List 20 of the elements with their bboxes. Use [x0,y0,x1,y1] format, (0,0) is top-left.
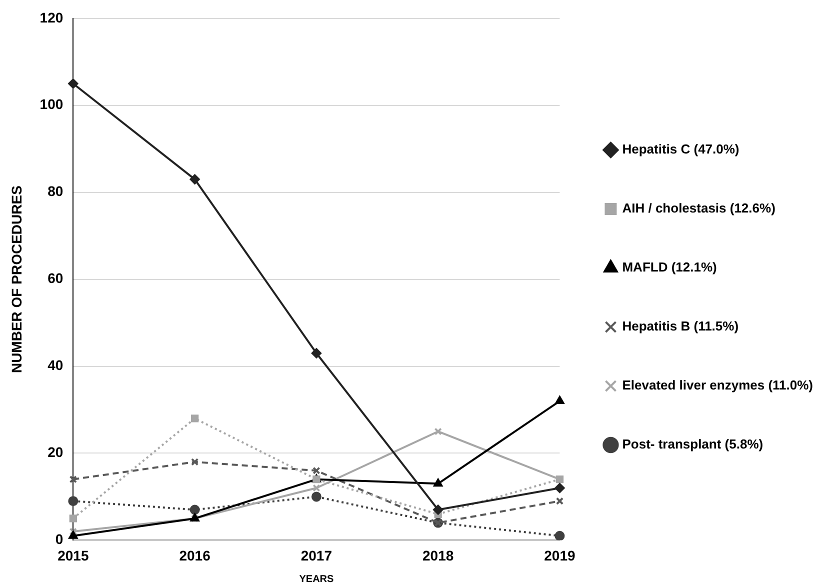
y-tick-label: 120 [40,9,64,26]
y-tick-label: 20 [48,444,64,460]
y-tick-label: 40 [48,357,64,374]
legend-label: Hepatitis B (11.5%) [622,318,739,334]
legend-label: MAFLD (12.1%) [622,260,717,275]
legend-label: AIH / cholestasis (12.6%) [622,200,776,216]
y-tick-label: 100 [40,96,64,112]
x-tick-label: 2016 [179,547,211,564]
legend-label: Elevated liver enzymes (11.0%) [622,378,814,393]
x-tick-label: 2018 [422,547,454,564]
x-axis-title: YEARS [299,574,334,585]
legend-label: Hepatitis C (47.0%) [622,142,740,157]
y-tick-label: 60 [48,270,64,286]
x-tick-label: 2019 [544,547,576,564]
x-tick-label: 2017 [300,547,332,564]
y-tick-label: 80 [48,183,64,200]
legend-label: Post- transplant (5.8%) [622,436,764,452]
y-axis-title: NUMBER OF PROCEDURES [8,186,24,374]
y-tick-label: 0 [55,531,64,548]
x-tick-label: 2015 [58,547,89,564]
